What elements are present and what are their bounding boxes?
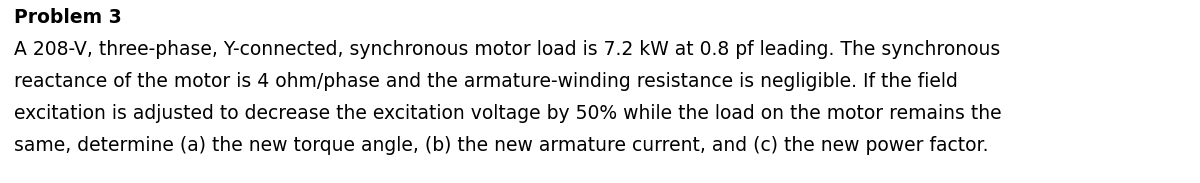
Text: reactance of the motor is 4 ohm/phase and the armature-winding resistance is neg: reactance of the motor is 4 ohm/phase an… bbox=[14, 72, 958, 91]
Text: Problem 3: Problem 3 bbox=[14, 8, 121, 27]
Text: A 208-V, three-phase, Y-connected, synchronous motor load is 7.2 kW at 0.8 pf le: A 208-V, three-phase, Y-connected, synch… bbox=[14, 40, 1001, 59]
Text: excitation is adjusted to decrease the excitation voltage by 50% while the load : excitation is adjusted to decrease the e… bbox=[14, 104, 1002, 123]
Text: same, determine (a) the new torque angle, (b) the new armature current, and (c) : same, determine (a) the new torque angle… bbox=[14, 136, 989, 155]
